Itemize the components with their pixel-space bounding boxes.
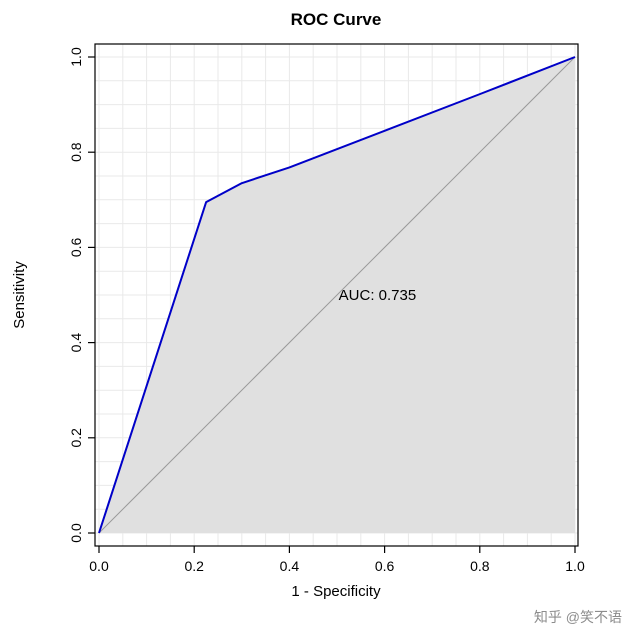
roc-curve-line	[98, 56, 576, 534]
y-axis-label: Sensitivity	[11, 261, 28, 329]
reference-diagonal-line	[98, 56, 576, 534]
y-tick-label: 0.2	[68, 428, 84, 448]
x-axis-label: 1 - Specificity	[291, 583, 381, 600]
plot-border-rect	[94, 43, 579, 547]
axis-tick-labels: 0.0 0.2 0.4 0.6 0.8 1.0 0.0 0.2 0.4 0.6 0.8 1.0	[68, 47, 585, 574]
chart-title: ROC Curve	[291, 10, 382, 29]
x-tick-label: 0.6	[375, 558, 395, 574]
x-tick-label: 0.0	[89, 558, 109, 574]
watermark-text: 知乎 @笑不语	[534, 609, 622, 625]
curve-lines	[98, 56, 576, 534]
x-tick-label: 1.0	[565, 558, 585, 574]
y-tick-label: 0.6	[68, 237, 84, 257]
x-tick-label: 0.4	[280, 558, 300, 574]
axis-ticks	[88, 56, 576, 553]
x-tick-label: 0.8	[470, 558, 490, 574]
y-tick-label: 0.4	[68, 333, 84, 353]
auc-annotation: AUC: 0.735	[339, 287, 417, 304]
y-tick-label: 1.0	[68, 47, 84, 67]
plot-border	[94, 43, 579, 547]
y-tick-label: 0.0	[68, 523, 84, 543]
x-tick-label: 0.2	[184, 558, 204, 574]
y-tick-label: 0.8	[68, 142, 84, 162]
